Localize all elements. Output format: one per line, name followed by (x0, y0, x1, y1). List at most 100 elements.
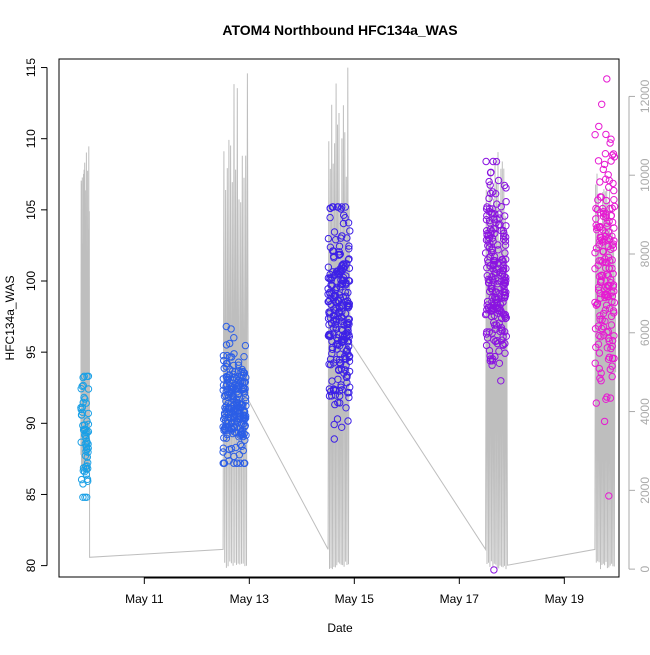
data-point (495, 347, 503, 355)
data-point (595, 272, 604, 281)
y-tick-label: 110 (24, 129, 38, 148)
data-point (335, 356, 344, 364)
data-point (335, 248, 343, 256)
data-point (219, 448, 227, 456)
data-point (227, 383, 235, 391)
data-point (495, 359, 504, 367)
data-point (324, 234, 333, 243)
data-point (597, 278, 605, 286)
data-point (494, 241, 502, 249)
data-point (83, 453, 92, 461)
data-point (600, 417, 609, 426)
data-point (341, 203, 350, 211)
data-point (344, 417, 352, 425)
data-point (501, 314, 510, 323)
data-point (603, 344, 611, 352)
data-point (594, 157, 603, 165)
data-point (339, 326, 347, 334)
data-point (502, 288, 510, 296)
data-point (486, 355, 495, 363)
data-point (81, 395, 89, 403)
data-point (599, 247, 608, 256)
data-point (346, 227, 354, 235)
data-point (324, 263, 333, 271)
data-point (79, 467, 88, 475)
data-point (486, 219, 494, 227)
data-point (607, 212, 615, 220)
data-point (240, 353, 248, 361)
data-point (330, 420, 338, 429)
data-point (603, 328, 611, 336)
data-point (332, 323, 340, 331)
data-point (240, 416, 248, 425)
data-point (330, 435, 338, 443)
data-point (490, 566, 498, 574)
data-point (227, 325, 235, 333)
data-point (496, 327, 504, 336)
data-point (493, 339, 502, 348)
data-point (332, 315, 341, 324)
data-point (609, 281, 618, 289)
data-point (326, 308, 334, 316)
data-point (603, 219, 611, 227)
data-point (605, 264, 613, 272)
data-point (221, 425, 229, 433)
data-point (610, 196, 618, 204)
data-point (328, 345, 337, 353)
data-point (83, 437, 91, 445)
y2-tick-label: 2000 (638, 477, 650, 504)
data-point (493, 200, 501, 208)
data-point (230, 410, 238, 418)
data-point (598, 324, 606, 333)
data-point (485, 177, 493, 186)
data-point (329, 385, 338, 393)
data-point (235, 410, 243, 418)
data-point (329, 268, 337, 276)
data-point (497, 377, 505, 385)
data-point (604, 281, 612, 290)
data-point (333, 415, 342, 423)
data-point (345, 393, 353, 402)
data-point (601, 229, 609, 237)
data-point (592, 244, 601, 252)
data-point (328, 377, 336, 385)
data-point (502, 276, 510, 285)
data-point (344, 389, 352, 397)
data-point (499, 333, 507, 341)
data-point (338, 301, 347, 309)
data-point (241, 397, 250, 405)
data-point (610, 224, 618, 232)
y-tick-label: 100 (24, 271, 38, 291)
data-point (223, 408, 231, 416)
data-point (235, 390, 243, 398)
data-point (334, 331, 343, 339)
data-point (595, 122, 603, 131)
y2-tick-label: 0 (638, 565, 650, 572)
data-point (610, 237, 618, 245)
data-point (325, 332, 333, 340)
data-point (483, 334, 492, 342)
data-point (486, 352, 494, 360)
data-point (235, 399, 244, 408)
data-point (342, 280, 350, 289)
data-point (229, 361, 238, 370)
data-point (335, 366, 343, 375)
data-point (488, 294, 496, 302)
data-point (326, 330, 334, 338)
data-point (324, 314, 333, 323)
data-point (609, 150, 618, 158)
data-point (236, 377, 245, 386)
data-point (601, 150, 610, 158)
data-point (238, 442, 246, 450)
data-point (601, 236, 609, 244)
data-point (498, 256, 507, 264)
data-point (605, 353, 614, 361)
data-point (333, 203, 342, 211)
data-point (500, 232, 508, 241)
data-point (330, 228, 339, 236)
data-point (226, 339, 234, 348)
data-point (336, 360, 345, 368)
data-point (333, 345, 341, 353)
data-point (225, 371, 233, 379)
data-point (224, 424, 232, 432)
